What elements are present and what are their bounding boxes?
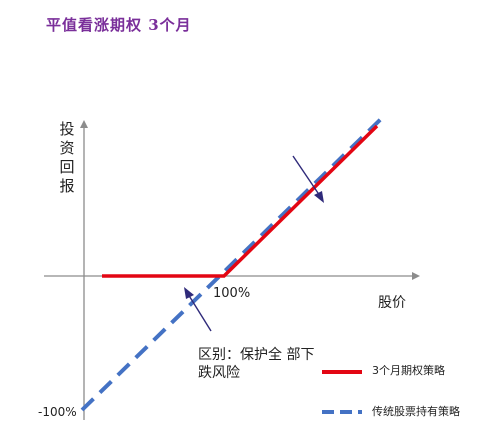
stock-strategy-line — [80, 116, 384, 412]
lower-arrow-head — [184, 287, 194, 299]
diagram-title: 平值看涨期权 3个月 — [46, 16, 192, 34]
y-axis-label: 投资回报 — [59, 120, 75, 195]
x-tick-label: 100% — [213, 286, 251, 301]
lower-arrow-shaft — [187, 293, 212, 332]
upper-arrow-shaft — [292, 155, 321, 197]
y-axis-arrowhead — [80, 120, 88, 128]
option-strategy-line — [102, 124, 379, 278]
protection-annotation: 区别：保护全 部下跌风险 — [198, 347, 315, 381]
upper-arrow-head — [314, 191, 324, 203]
y-tick-label: -100% — [38, 405, 77, 419]
x-axis-label: 股价 — [378, 295, 406, 311]
legend-label-option: 3个月期权策略 — [372, 364, 445, 377]
legend-label-stock: 传统股票持有策略 — [372, 405, 460, 418]
x-axis-arrowhead — [412, 272, 420, 280]
